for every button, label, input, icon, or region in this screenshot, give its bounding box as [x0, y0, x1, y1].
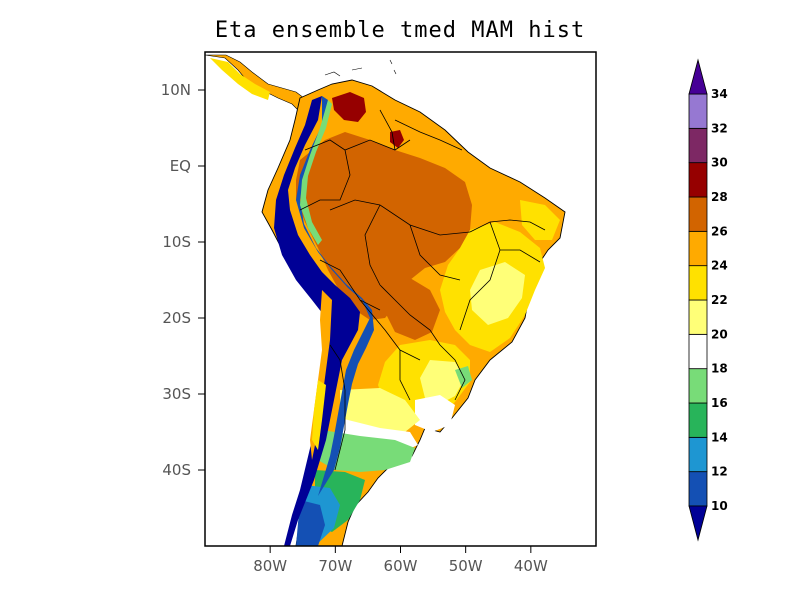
country-borders	[299, 109, 546, 471]
brazil-highlands-cool	[470, 262, 525, 325]
colorbar-under-triangle	[688, 505, 708, 542]
lat-tick-label: 10S	[162, 233, 191, 251]
colorbar-label: 30	[711, 156, 728, 170]
colorbar-segment	[688, 162, 708, 198]
colorbar-label: 24	[711, 259, 728, 273]
colorbar-segment	[688, 196, 708, 232]
colorbar-label: 28	[711, 190, 728, 204]
lat-tick-label: EQ	[170, 157, 191, 175]
colorbar-segment	[688, 471, 708, 507]
venezuela-hottest	[332, 92, 366, 122]
patagonia-coldest	[296, 500, 325, 546]
southern-brazil-cool	[420, 360, 465, 405]
colorbar-segment	[688, 368, 708, 404]
colorbar-label: 32	[711, 121, 728, 135]
longitude-ticks: 80W 70W 60W 50W 40W	[253, 546, 548, 575]
colorbar-segment	[688, 93, 708, 129]
lat-tick-label: 30S	[162, 385, 191, 403]
lon-tick-label: 40W	[514, 557, 548, 575]
central-brazil-hot	[380, 278, 440, 340]
lat-tick-label: 20S	[162, 309, 191, 327]
northeast-mild	[520, 200, 560, 240]
colorbar-label: 34	[711, 87, 728, 101]
colorbar-label: 26	[711, 224, 728, 238]
colorbar-segment	[688, 230, 708, 267]
lon-tick-label: 50W	[449, 557, 483, 575]
colorbar-label: 20	[711, 327, 728, 341]
lat-tick-label: 10N	[161, 81, 191, 99]
colorbar-label: 10	[711, 499, 728, 513]
colorbar-segment	[688, 127, 708, 164]
uruguay-mild	[415, 395, 455, 432]
central-america-warm	[210, 58, 270, 100]
colorbar-label: 22	[711, 293, 728, 307]
lon-tick-label: 60W	[384, 557, 418, 575]
colorbar: 10 12 14 16 18 20 22 24 26 28 30 32 34	[688, 58, 728, 542]
caribbean-islands	[324, 59, 397, 77]
andes-edge-cold	[296, 96, 374, 496]
map-title: Eta ensemble tmed MAM hist	[214, 18, 586, 43]
colorbar-segment	[688, 436, 708, 473]
andes-foothills	[300, 100, 332, 245]
latitude-ticks: 10N EQ 10S 20S 30S 40S	[161, 81, 205, 479]
colorbar-over-triangle	[688, 58, 708, 95]
colorbar-label: 16	[711, 396, 728, 410]
colorbar-segment	[688, 299, 708, 335]
colorbar-label: 14	[711, 430, 728, 444]
colorbar-segment	[688, 402, 708, 438]
amazon-region-hot	[296, 132, 472, 320]
lon-tick-label: 70W	[318, 557, 352, 575]
colorbar-label: 18	[711, 362, 728, 376]
colorbar-segment	[688, 333, 708, 370]
lon-tick-label: 80W	[253, 557, 287, 575]
chile-central	[312, 380, 326, 450]
lat-tick-label: 40S	[162, 461, 191, 479]
temperature-field	[205, 54, 566, 546]
andes-band	[274, 96, 360, 546]
guiana-hottest	[390, 130, 404, 148]
colorbar-label: 12	[711, 465, 728, 479]
colorbar-segment	[688, 265, 708, 301]
